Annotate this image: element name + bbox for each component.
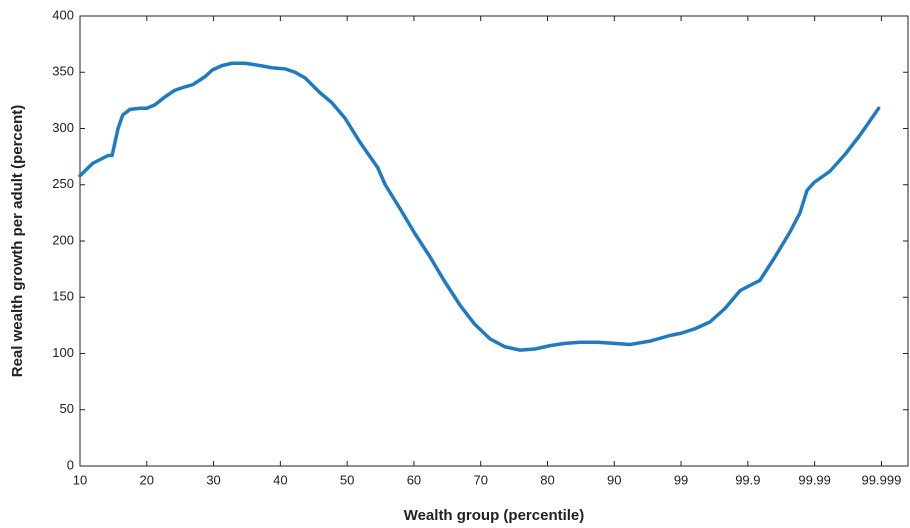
data-line	[78, 61, 881, 352]
y-tick-label: 300	[52, 120, 74, 135]
x-tick-label: 60	[407, 472, 421, 487]
y-tick-label: 200	[52, 232, 74, 247]
x-tick-label: 80	[540, 472, 554, 487]
x-tick-label: 30	[206, 472, 220, 487]
x-tick-label: 99.9	[735, 472, 760, 487]
y-tick-label: 150	[52, 289, 74, 304]
x-tick-label: 99.99	[798, 472, 831, 487]
y-tick-label: 50	[60, 401, 74, 416]
x-tick-label: 99.999	[862, 472, 902, 487]
x-tick-label: 90	[607, 472, 621, 487]
y-tick-label: 250	[52, 176, 74, 191]
y-tick-label: 350	[52, 64, 74, 79]
x-axis-title: Wealth group (percentile)	[404, 507, 585, 524]
y-tick-label: 400	[52, 7, 74, 22]
y-tick-label: 0	[67, 457, 74, 472]
y-axis-title: Real wealth growth per adult (percent)	[9, 105, 26, 378]
x-tick-label: 40	[273, 472, 287, 487]
y-tick-label: 100	[52, 345, 74, 360]
x-tick-label: 20	[140, 472, 154, 487]
x-tick-label: 70	[473, 472, 487, 487]
x-tick-label: 50	[340, 472, 354, 487]
x-tick-label: 99	[674, 472, 688, 487]
x-tick-label: 10	[73, 472, 87, 487]
